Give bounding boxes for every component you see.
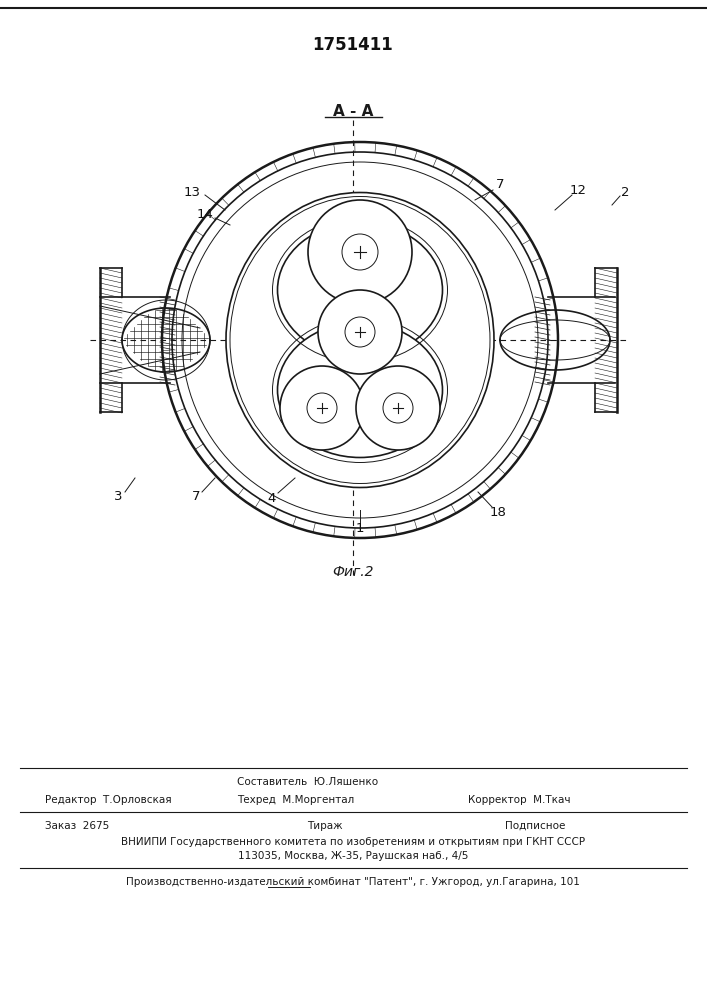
Ellipse shape [278,223,443,358]
Text: Составитель  Ю.Ляшенко: Составитель Ю.Ляшенко [237,777,378,787]
Text: Производственно-издательский комбинат "Патент", г. Ужгород, ул.Гагарина, 101: Производственно-издательский комбинат "П… [126,877,580,887]
Text: Редактор  Т.Орловская: Редактор Т.Орловская [45,795,172,805]
Ellipse shape [226,192,494,488]
Text: 14: 14 [197,209,214,222]
Text: 18: 18 [489,506,506,518]
Text: Подписное: Подписное [505,821,566,831]
Text: А - А: А - А [333,104,373,119]
Text: 7: 7 [192,490,200,504]
Text: 3: 3 [114,490,122,504]
Text: 1751411: 1751411 [312,36,393,54]
Text: 1: 1 [356,522,364,534]
Text: 13: 13 [184,186,201,198]
Circle shape [280,366,364,450]
Text: Корректор  М.Ткач: Корректор М.Ткач [468,795,571,805]
Text: 4: 4 [268,491,276,504]
Text: Фиг.2: Фиг.2 [332,565,374,579]
Text: ВНИИПИ Государственного комитета по изобретениям и открытиям при ГКНТ СССР: ВНИИПИ Государственного комитета по изоб… [121,837,585,847]
Circle shape [308,200,412,304]
Text: 12: 12 [570,184,587,196]
Circle shape [318,290,402,374]
Text: 113035, Москва, Ж-35, Раушская наб., 4/5: 113035, Москва, Ж-35, Раушская наб., 4/5 [238,851,468,861]
Circle shape [356,366,440,450]
Text: Заказ  2675: Заказ 2675 [45,821,110,831]
Text: 2: 2 [621,186,629,198]
Text: 7: 7 [496,178,504,192]
Text: Техред  М.Моргентал: Техред М.Моргентал [237,795,354,805]
Text: Тираж: Тираж [307,821,343,831]
Ellipse shape [278,322,443,458]
